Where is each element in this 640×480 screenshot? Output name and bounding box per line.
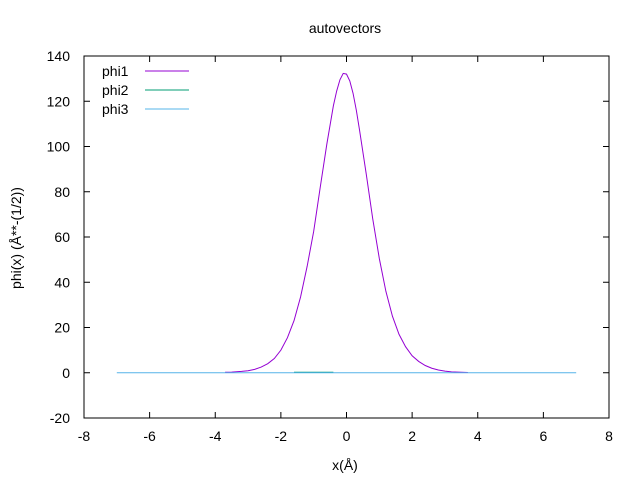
x-tick-label: -4 <box>209 428 222 444</box>
x-tick-label: -2 <box>275 428 288 444</box>
y-tick-label: 140 <box>47 48 71 64</box>
y-tick-label: -20 <box>50 410 70 426</box>
x-tick-label: 2 <box>408 428 416 444</box>
x-tick-label: 4 <box>474 428 482 444</box>
series-line-phi1 <box>225 72 468 374</box>
x-tick-label: 6 <box>539 428 547 444</box>
y-tick-label: 40 <box>54 274 70 290</box>
x-tick-label: -8 <box>78 428 91 444</box>
y-tick-label: 100 <box>47 139 71 155</box>
y-tick-label: 120 <box>47 93 71 109</box>
y-tick-label: 80 <box>54 184 70 200</box>
x-tick-label: 0 <box>343 428 351 444</box>
y-tick-label: 20 <box>54 320 70 336</box>
x-tick-label: 8 <box>605 428 613 444</box>
x-axis-label: x(Å) <box>332 457 358 473</box>
y-axis-label: phi(x) (Å**-(1/2)) <box>8 187 24 289</box>
y-tick-label: 60 <box>54 229 70 245</box>
legend-label-phi3: phi3 <box>102 101 129 117</box>
legend-label-phi2: phi2 <box>102 82 129 98</box>
legend: phi1 phi2 phi3 <box>102 63 189 117</box>
chart-title: autovectors <box>309 20 381 36</box>
y-tick-label: 0 <box>62 365 70 381</box>
legend-label-phi1: phi1 <box>102 63 129 79</box>
x-tick-label: -6 <box>143 428 156 444</box>
